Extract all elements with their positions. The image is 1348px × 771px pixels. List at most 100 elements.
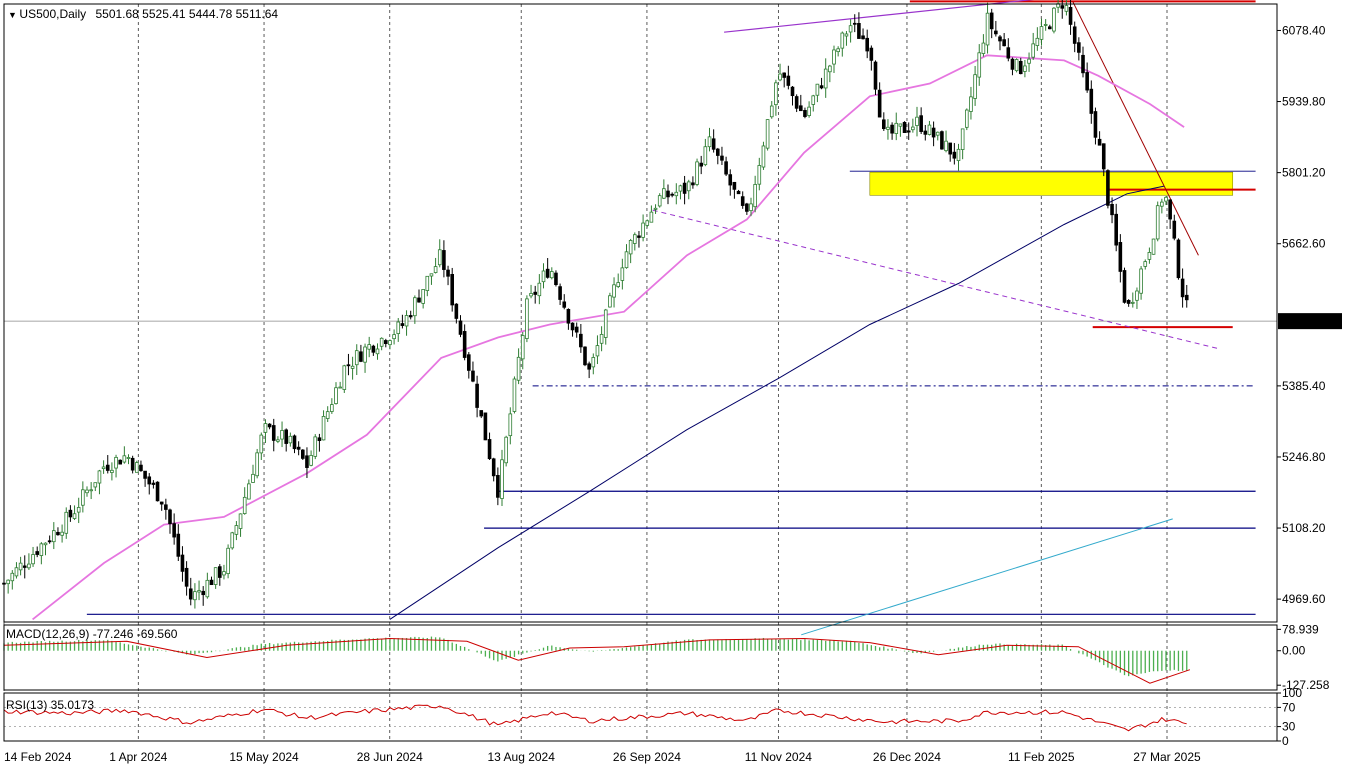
macd-axis-label: 0.00 xyxy=(1282,644,1306,658)
candle-body xyxy=(35,551,39,555)
candle-body xyxy=(134,462,139,473)
candle-body xyxy=(691,182,695,186)
candle-body xyxy=(599,334,604,344)
candle-body xyxy=(1010,58,1015,70)
candle-body xyxy=(60,531,64,536)
candle-body xyxy=(363,346,367,363)
candle-body xyxy=(52,530,56,543)
macd-title: MACD(12,26,9) -77.246 -69.560 xyxy=(6,627,178,641)
candle-body xyxy=(242,496,247,514)
candle-body xyxy=(836,48,840,53)
candle-body xyxy=(305,455,309,468)
candle-body xyxy=(724,161,728,175)
candle-body xyxy=(732,181,737,190)
candle-body xyxy=(234,525,239,535)
x-tick-label: 26 Dec 2024 xyxy=(873,750,941,764)
candle-body xyxy=(778,73,782,81)
symbol-name: US500,Daily xyxy=(19,7,86,21)
candle-body xyxy=(608,295,612,308)
candle-body xyxy=(657,195,662,207)
candle-body xyxy=(346,364,351,367)
candle-body xyxy=(105,464,110,471)
candle-body xyxy=(865,37,869,52)
x-tick-label: 15 May 2024 xyxy=(229,750,299,764)
candle-body xyxy=(1131,301,1135,304)
candle-body xyxy=(931,127,936,138)
candle-body xyxy=(574,326,579,333)
grid xyxy=(3,4,1168,741)
price-axis-label: 5108.20 xyxy=(1282,521,1326,535)
candle-body xyxy=(616,282,620,287)
candle-body xyxy=(101,466,106,470)
candle-body xyxy=(591,357,596,368)
candle-body xyxy=(529,293,533,297)
candle-body xyxy=(633,234,637,244)
x-tick-label: 11 Feb 2025 xyxy=(1008,750,1075,764)
candle-body xyxy=(300,449,305,459)
candle-body xyxy=(1172,220,1177,239)
candle-body xyxy=(330,404,334,412)
candle-body xyxy=(47,540,52,543)
candle-body xyxy=(226,547,230,574)
candle-body xyxy=(43,542,48,546)
candle-body xyxy=(649,211,654,223)
price-axis-label: 5246.80 xyxy=(1282,450,1326,464)
candle-body xyxy=(956,148,961,162)
rsi-axis-label: 70 xyxy=(1282,700,1296,714)
candle-body xyxy=(396,321,401,334)
candle-body xyxy=(852,22,857,25)
candle-body xyxy=(429,273,434,277)
candle-body xyxy=(666,190,670,198)
candle-body xyxy=(217,566,222,578)
candle-body xyxy=(1060,5,1065,9)
candle-body xyxy=(570,322,575,331)
x-tick-label: 11 Nov 2024 xyxy=(745,750,812,764)
candle-body xyxy=(471,370,475,382)
candle-body xyxy=(205,579,210,598)
candle-body xyxy=(56,531,60,536)
candle-body xyxy=(375,348,380,355)
candle-body xyxy=(1035,37,1040,46)
candle-body xyxy=(1085,72,1089,91)
candle-body xyxy=(155,481,160,502)
rsi-axis-label: 30 xyxy=(1282,720,1296,734)
x-tick-label: 27 Mar 2025 xyxy=(1133,750,1201,764)
macd-axis-label: 78.939 xyxy=(1282,622,1319,636)
candle-body xyxy=(151,482,156,485)
candle-body xyxy=(72,513,77,519)
candle-body xyxy=(1106,170,1110,206)
candle-body xyxy=(313,436,318,457)
candle-body xyxy=(110,469,114,473)
candle-body xyxy=(935,131,940,136)
candle-body xyxy=(288,435,293,444)
candle-body xyxy=(176,533,181,557)
candle-body xyxy=(994,30,998,35)
rsi-title: RSI(13) 35.0173 xyxy=(6,698,94,712)
candle-body xyxy=(533,291,537,295)
candle-body xyxy=(354,350,359,366)
price-axis-label: 4969.60 xyxy=(1282,592,1326,606)
candle-body xyxy=(263,423,268,433)
candle-body xyxy=(1031,43,1036,58)
candle-body xyxy=(603,309,608,338)
candle-body xyxy=(861,35,865,40)
frames xyxy=(3,3,1278,742)
candle-body xyxy=(97,470,102,484)
candle-body xyxy=(1151,238,1156,255)
candle-body xyxy=(76,507,81,513)
candle-body xyxy=(828,65,832,73)
candle-body xyxy=(670,193,674,196)
candle-body xyxy=(782,72,786,78)
candle-body xyxy=(516,356,521,381)
candle-body xyxy=(674,191,679,197)
candle-body xyxy=(10,572,15,582)
candle-body xyxy=(699,162,703,167)
candle-body xyxy=(819,85,824,89)
candle-body xyxy=(545,268,550,278)
current-price-label: 5511.64 xyxy=(1282,314,1325,328)
candle-body xyxy=(483,412,488,441)
axes: 14 Feb 2024 1 Apr 2024 15 May 2024 28 Jun 2… xyxy=(4,23,1342,764)
symbol-arrow-icon: ▼ xyxy=(8,10,19,20)
